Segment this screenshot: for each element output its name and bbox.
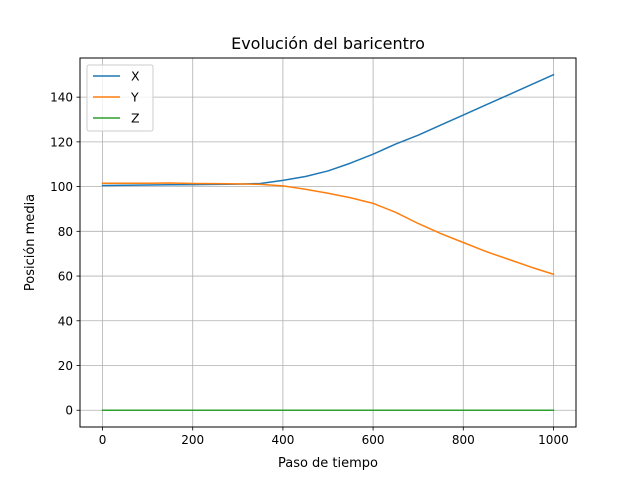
plot-frame (79, 57, 577, 428)
legend-items: XYZ (93, 69, 140, 126)
y-tick-label: 80 (58, 225, 73, 239)
legend-label-z: Z (131, 111, 140, 126)
x-tick-label: 400 (271, 433, 294, 447)
series-line-x (101, 73, 555, 187)
y-tick-label: 140 (50, 91, 73, 105)
x-tick-label: 0 (99, 433, 107, 447)
legend: XYZ (86, 64, 154, 132)
y-tick-label: 40 (58, 314, 73, 328)
axis-ticks: 0 200 400 600 800 1000 0 20 40 60 80 100 120 140 (50, 91, 569, 447)
series-line-y (101, 182, 555, 276)
x-tick-label: 800 (452, 433, 475, 447)
y-tick-label: 60 (58, 270, 73, 284)
legend-label-y: Y (130, 90, 139, 105)
x-tick-label: 600 (362, 433, 385, 447)
legend-label-x: X (131, 69, 140, 84)
y-tick-label: 20 (58, 359, 73, 373)
y-tick-label: 100 (50, 180, 73, 194)
chart-title: Evolución del baricentro (231, 34, 425, 53)
y-axis-label: Posición media (23, 194, 38, 291)
y-tick-label: 0 (65, 404, 73, 418)
x-axis-label: Paso de tiempo (278, 456, 378, 471)
grid-lines (80, 58, 576, 427)
x-tick-label: 200 (181, 433, 204, 447)
series-lines (101, 73, 555, 411)
legend-box (86, 64, 154, 132)
x-tick-label: 1000 (538, 433, 569, 447)
y-tick-label: 120 (50, 135, 73, 149)
